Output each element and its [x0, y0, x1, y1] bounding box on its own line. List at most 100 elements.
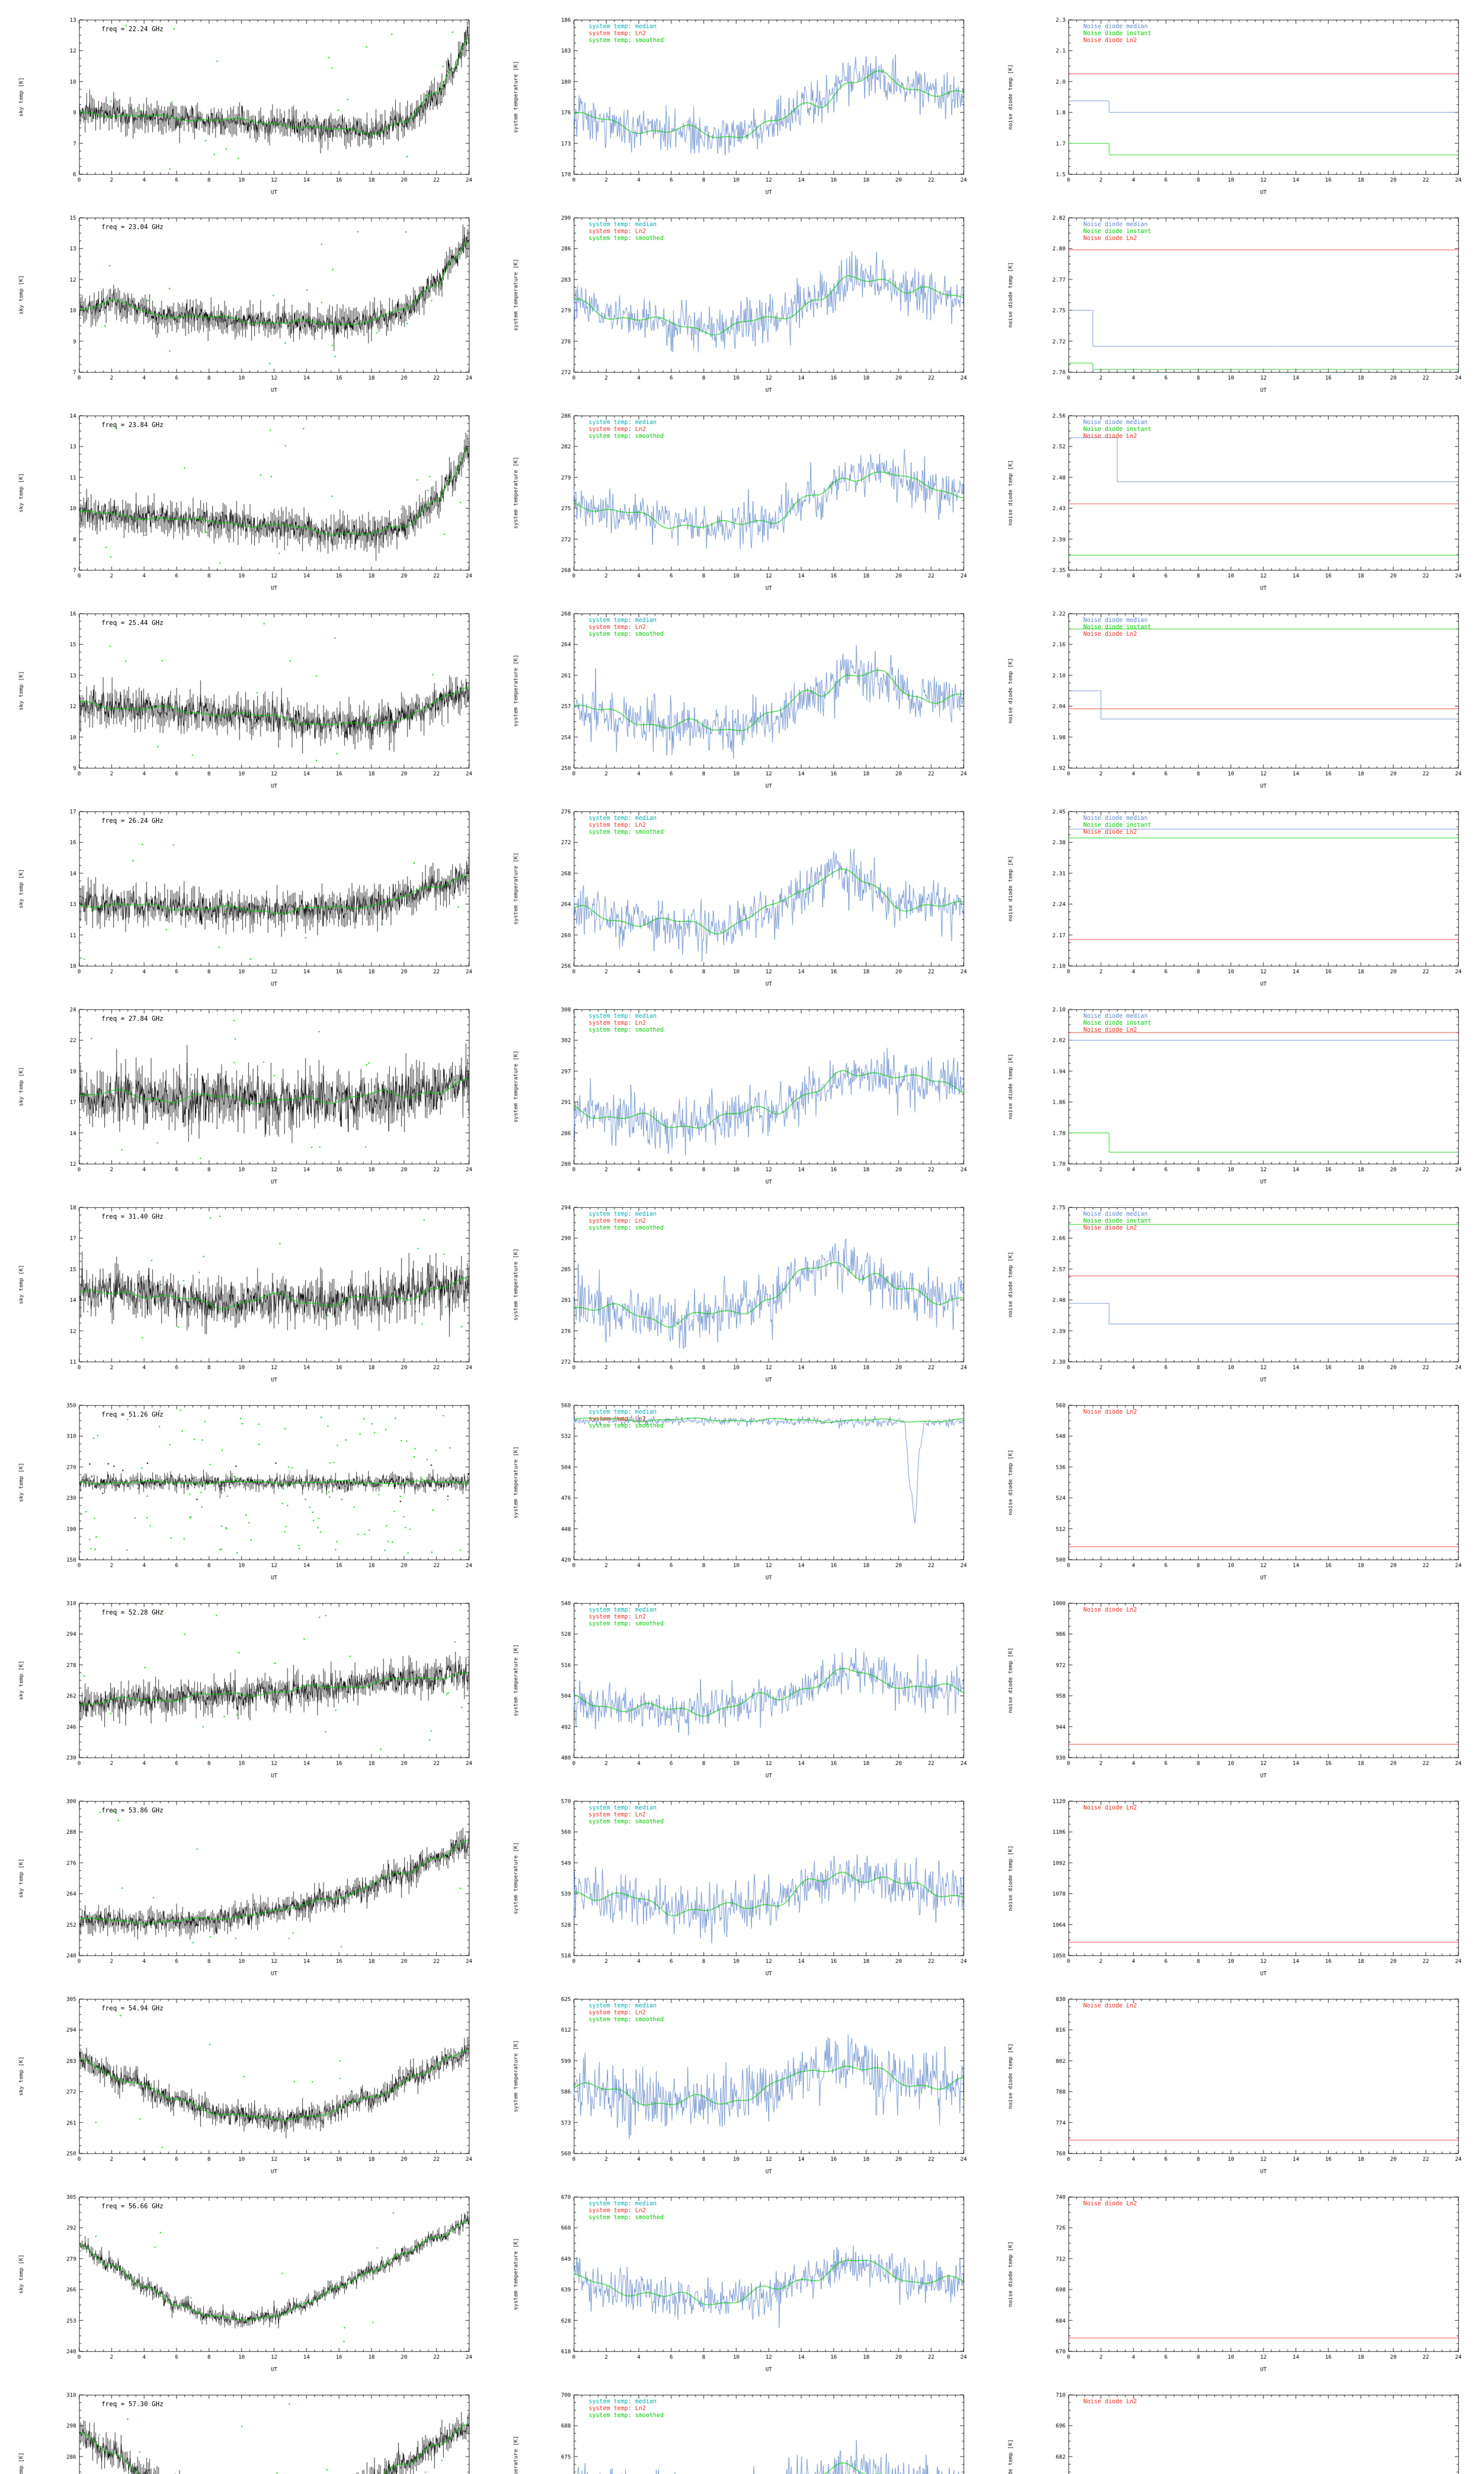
chart-cell-5-2: system temp: median system temp: Ln2 syste…: [495, 792, 989, 990]
legend: system temp: median system temp: Ln2 syste…: [589, 1408, 664, 1429]
legend-item: Noise diode Ln2: [1083, 1606, 1137, 1613]
chart-cell-5-1: freq = 26.24 GHz: [0, 792, 495, 990]
chart-cell-8-3: Noise diode Ln2: [989, 1385, 1484, 1583]
freq-label: freq = 54.94 GHz: [101, 2005, 164, 2012]
legend: system temp: median system temp: Ln2 syste…: [589, 1012, 664, 1033]
freq-label: freq = 56.66 GHz: [101, 2203, 164, 2210]
legend-item: system temp: smoothed: [589, 2412, 664, 2419]
freq-label: freq = 23.84 GHz: [101, 422, 164, 429]
chart-cell-13-2: system temp: median system temp: Ln2 syste…: [495, 2375, 989, 2474]
legend-item: system temp: Ln2: [589, 2009, 646, 2016]
legend-item: Noise diode median: [1083, 1210, 1148, 1217]
chart-canvas-8-3: [989, 1385, 1484, 1583]
freq-label: freq = 31.40 GHz: [101, 1213, 164, 1221]
chart-cell-10-1: freq = 53.86 GHz: [0, 1781, 495, 1979]
legend-item: Noise diode instant: [1083, 1019, 1152, 1026]
chart-canvas-6-3: [989, 990, 1484, 1188]
legend-item: system temp: median: [589, 2200, 657, 2207]
chart-canvas-2-2: [495, 198, 989, 396]
legend-item: system temp: Ln2: [589, 1019, 646, 1026]
legend-item: system temp: Ln2: [589, 1415, 646, 1422]
legend-item: Noise diode Ln2: [1083, 630, 1137, 637]
legend: system temp: median system temp: Ln2 syste…: [589, 1210, 664, 1231]
legend: Noise diode Ln2: [1083, 1408, 1137, 1415]
chart-canvas-6-1: [0, 990, 495, 1188]
chart-canvas-10-1: [0, 1781, 495, 1979]
legend: Noise diode median Noise diode instant Noi…: [1083, 1012, 1151, 1033]
chart-canvas-9-2: [495, 1583, 989, 1781]
legend: system temp: median system temp: Ln2 syste…: [589, 2398, 664, 2419]
chart-canvas-13-2: [495, 2375, 989, 2474]
chart-canvas-2-1: [0, 198, 495, 396]
plot-row-11: freq = 54.94 GHz system temp: median syste…: [0, 1979, 1484, 2177]
legend: Noise diode median Noise diode instant Noi…: [1083, 1210, 1151, 1231]
chart-cell-4-1: freq = 25.44 GHz: [0, 594, 495, 792]
legend-item: system temp: Ln2: [589, 228, 646, 235]
plot-row-12: freq = 56.66 GHz system temp: median syste…: [0, 2177, 1484, 2375]
legend-item: system temp: median: [589, 1210, 657, 1217]
legend-item: Noise diode Ln2: [1083, 1026, 1137, 1033]
legend: Noise diode median Noise diode instant Noi…: [1083, 419, 1151, 439]
legend-item: system temp: smoothed: [589, 1818, 664, 1825]
chart-canvas-7-1: [0, 1188, 495, 1385]
chart-canvas-8-1: [0, 1385, 495, 1583]
chart-canvas-4-2: [495, 594, 989, 792]
legend: system temp: median system temp: Ln2 syste…: [589, 2200, 664, 2221]
legend-item: system temp: Ln2: [589, 30, 646, 37]
legend-item: Noise diode instant: [1083, 1217, 1152, 1224]
legend: Noise diode median Noise diode instant Noi…: [1083, 23, 1151, 44]
legend-item: Noise diode Ln2: [1083, 828, 1137, 835]
legend-item: system temp: median: [589, 1012, 657, 1019]
plot-row-5: freq = 26.24 GHz system temp: median syste…: [0, 792, 1484, 990]
plot-row-13: freq = 57.30 GHz system temp: median syste…: [0, 2375, 1484, 2474]
freq-label: freq = 23.04 GHz: [101, 224, 164, 231]
chart-canvas-12-3: [989, 2177, 1484, 2375]
chart-canvas-8-2: [495, 1385, 989, 1583]
legend: Noise diode median Noise diode instant Noi…: [1083, 221, 1151, 241]
legend-item: Noise diode median: [1083, 617, 1148, 623]
legend-item: Noise diode median: [1083, 1012, 1148, 1019]
legend-item: system temp: median: [589, 23, 657, 30]
legend-item: system temp: Ln2: [589, 1811, 646, 1818]
legend: Noise diode median Noise diode instant Noi…: [1083, 617, 1151, 637]
freq-label: freq = 52.28 GHz: [101, 1609, 164, 1617]
legend-item: Noise diode median: [1083, 23, 1148, 30]
legend-item: system temp: smoothed: [589, 630, 664, 637]
chart-cell-10-3: Noise diode Ln2: [989, 1781, 1484, 1979]
chart-cell-8-1: freq = 51.26 GHz: [0, 1385, 495, 1583]
legend-item: system temp: smoothed: [589, 1224, 664, 1231]
chart-cell-3-1: freq = 23.84 GHz: [0, 396, 495, 594]
legend-item: Noise diode Ln2: [1083, 1408, 1137, 1415]
legend-item: Noise diode Ln2: [1083, 1804, 1137, 1811]
chart-cell-1-2: system temp: median system temp: Ln2 syste…: [495, 0, 989, 198]
freq-label: freq = 51.26 GHz: [101, 1411, 164, 1419]
legend-item: Noise diode Ln2: [1083, 432, 1137, 439]
chart-canvas-3-3: [989, 396, 1484, 594]
legend-item: system temp: smoothed: [589, 828, 664, 835]
chart-cell-9-2: system temp: median system temp: Ln2 syste…: [495, 1583, 989, 1781]
legend-item: system temp: median: [589, 814, 657, 821]
legend-item: system temp: smoothed: [589, 1620, 664, 1627]
legend-item: system temp: Ln2: [589, 426, 646, 432]
chart-cell-7-3: Noise diode median Noise diode instant Noi…: [989, 1188, 1484, 1385]
legend-item: system temp: median: [589, 2002, 657, 2009]
freq-label: freq = 22.24 GHz: [101, 26, 164, 33]
plot-row-9: freq = 52.28 GHz system temp: median syste…: [0, 1583, 1484, 1781]
legend-item: Noise diode median: [1083, 419, 1148, 426]
chart-cell-9-3: Noise diode Ln2: [989, 1583, 1484, 1781]
chart-canvas-1-3: [989, 0, 1484, 198]
legend: Noise diode Ln2: [1083, 1606, 1137, 1613]
plot-row-10: freq = 53.86 GHz system temp: median syste…: [0, 1781, 1484, 1979]
chart-canvas-11-1: [0, 1979, 495, 2177]
legend-item: Noise diode Ln2: [1083, 2200, 1137, 2207]
freq-label: freq = 53.86 GHz: [101, 1807, 164, 1814]
legend-item: Noise diode median: [1083, 814, 1148, 821]
legend-item: system temp: median: [589, 2398, 657, 2405]
legend: system temp: median system temp: Ln2 syste…: [589, 1606, 664, 1627]
chart-cell-3-3: Noise diode median Noise diode instant Noi…: [989, 396, 1484, 594]
chart-canvas-6-2: [495, 990, 989, 1188]
chart-cell-5-3: Noise diode median Noise diode instant Noi…: [989, 792, 1484, 990]
chart-cell-6-3: Noise diode median Noise diode instant Noi…: [989, 990, 1484, 1188]
legend-item: Noise diode instant: [1083, 228, 1152, 235]
chart-canvas-4-3: [989, 594, 1484, 792]
